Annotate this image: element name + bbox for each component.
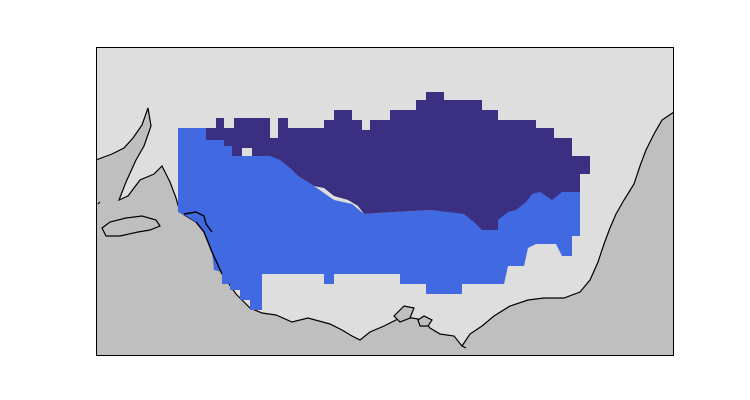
land-west xyxy=(96,108,466,356)
gridded-region-high xyxy=(206,92,590,230)
island-small-1 xyxy=(393,305,415,323)
land-east xyxy=(462,112,674,356)
map-panel xyxy=(96,47,674,356)
land-island xyxy=(101,215,161,237)
gridded-region-low xyxy=(178,128,580,310)
coastline-east xyxy=(461,111,674,347)
coastline-overlay xyxy=(183,211,223,275)
map-frame-border xyxy=(96,47,674,356)
map-canvas xyxy=(96,47,674,356)
island-small-2 xyxy=(417,315,433,327)
